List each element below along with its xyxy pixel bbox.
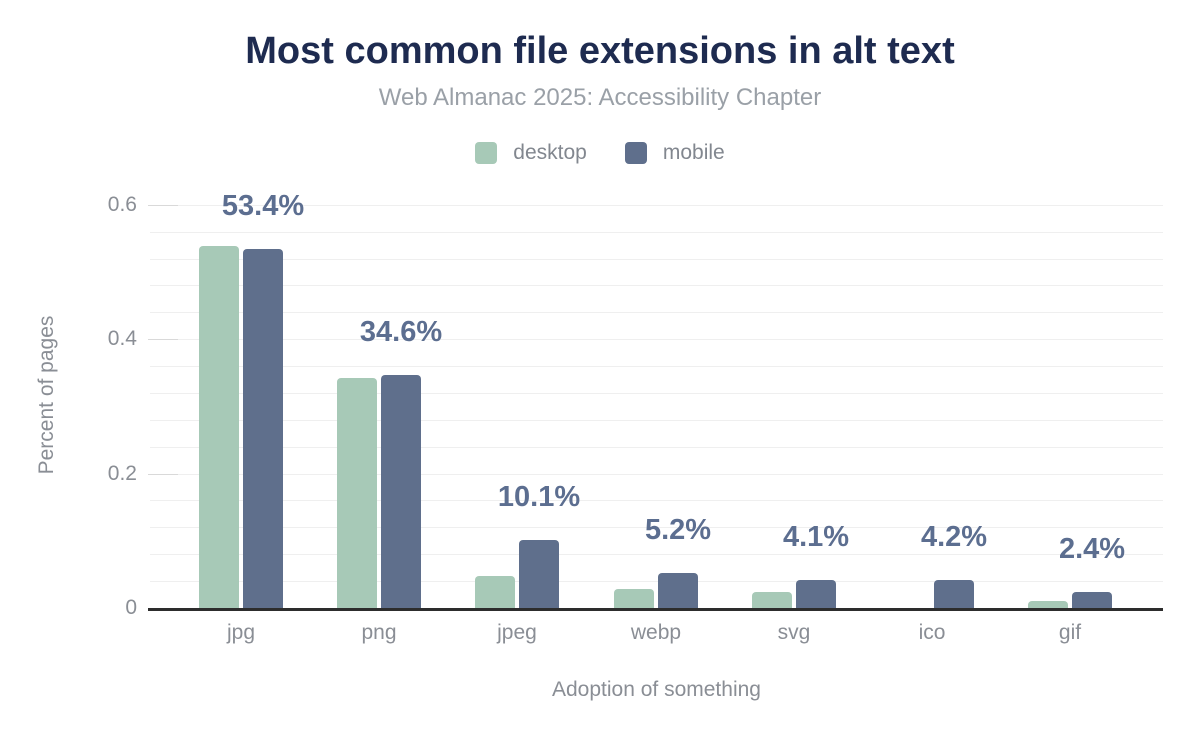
- bar-desktop-svg[interactable]: [752, 592, 792, 608]
- legend-item-mobile[interactable]: mobile: [624, 141, 725, 165]
- y-tick-label-0: 0: [125, 596, 137, 619]
- value-label-jpeg: 10.1%: [497, 481, 581, 513]
- gridline: [150, 447, 1163, 448]
- x-tick-label-jpeg: jpeg: [497, 621, 537, 644]
- legend-swatch-mobile: [624, 142, 647, 164]
- gridline: [150, 500, 1163, 501]
- bar-mobile-jpg[interactable]: [243, 249, 283, 608]
- bar-desktop-gif[interactable]: [1028, 601, 1068, 608]
- bar-mobile-svg[interactable]: [796, 580, 836, 608]
- gridline: [150, 232, 1163, 233]
- gridline: [150, 420, 1163, 421]
- value-label-png: 34.6%: [359, 316, 443, 348]
- gridline: [150, 474, 1163, 475]
- y-axis-title: Percent of pages: [35, 315, 58, 475]
- value-label-svg: 4.1%: [782, 521, 850, 553]
- legend-item-desktop[interactable]: desktop: [475, 141, 587, 165]
- gridline: [150, 581, 1163, 582]
- value-label-ico: 4.2%: [920, 521, 988, 553]
- gridline: [150, 285, 1163, 286]
- value-label-jpg: 53.4%: [221, 190, 305, 222]
- y-major-tick-0.4: [148, 339, 178, 340]
- y-tick-label-0.2: 0.2: [107, 462, 137, 485]
- legend: desktop mobile: [0, 141, 1200, 165]
- y-tick-label-0.6: 0.6: [107, 193, 137, 216]
- x-tick-label-webp: webp: [630, 621, 682, 644]
- x-tick-label-jpg: jpg: [226, 621, 256, 644]
- gridline: [150, 393, 1163, 394]
- y-tick-label-0.4: 0.4: [107, 327, 137, 350]
- bar-desktop-jpg[interactable]: [199, 246, 239, 608]
- legend-label-desktop: desktop: [513, 141, 587, 164]
- chart-subtitle: Web Almanac 2025: Accessibility Chapter: [378, 84, 822, 111]
- x-tick-label-png: png: [361, 621, 397, 644]
- bar-mobile-png[interactable]: [381, 375, 421, 608]
- legend-swatch-desktop: [475, 142, 498, 164]
- bar-mobile-webp[interactable]: [658, 573, 698, 608]
- bar-mobile-gif[interactable]: [1072, 592, 1112, 608]
- legend-label-mobile: mobile: [662, 141, 725, 164]
- value-label-webp: 5.2%: [644, 514, 712, 546]
- y-major-tick-0.6: [148, 205, 178, 206]
- gridline: [150, 259, 1163, 260]
- gridline: [150, 554, 1163, 555]
- bar-desktop-jpeg[interactable]: [475, 576, 515, 608]
- bar-desktop-webp[interactable]: [614, 589, 654, 608]
- bar-mobile-jpeg[interactable]: [519, 540, 559, 608]
- gridline: [150, 312, 1163, 313]
- x-tick-label-gif: gif: [1058, 621, 1082, 644]
- x-tick-label-svg: svg: [777, 621, 811, 644]
- x-axis-line: [148, 608, 1163, 611]
- bar-mobile-ico[interactable]: [934, 580, 974, 608]
- value-label-gif: 2.4%: [1058, 533, 1126, 565]
- x-axis-title: Adoption of something: [552, 678, 761, 701]
- gridline: [150, 205, 1163, 206]
- gridline: [150, 366, 1163, 367]
- bar-desktop-png[interactable]: [337, 378, 377, 608]
- y-major-tick-0.2: [148, 474, 178, 475]
- x-tick-label-ico: ico: [918, 621, 946, 644]
- gridline: [150, 527, 1163, 528]
- chart-title: Most common file extensions in alt text: [245, 30, 955, 72]
- gridline: [150, 339, 1163, 340]
